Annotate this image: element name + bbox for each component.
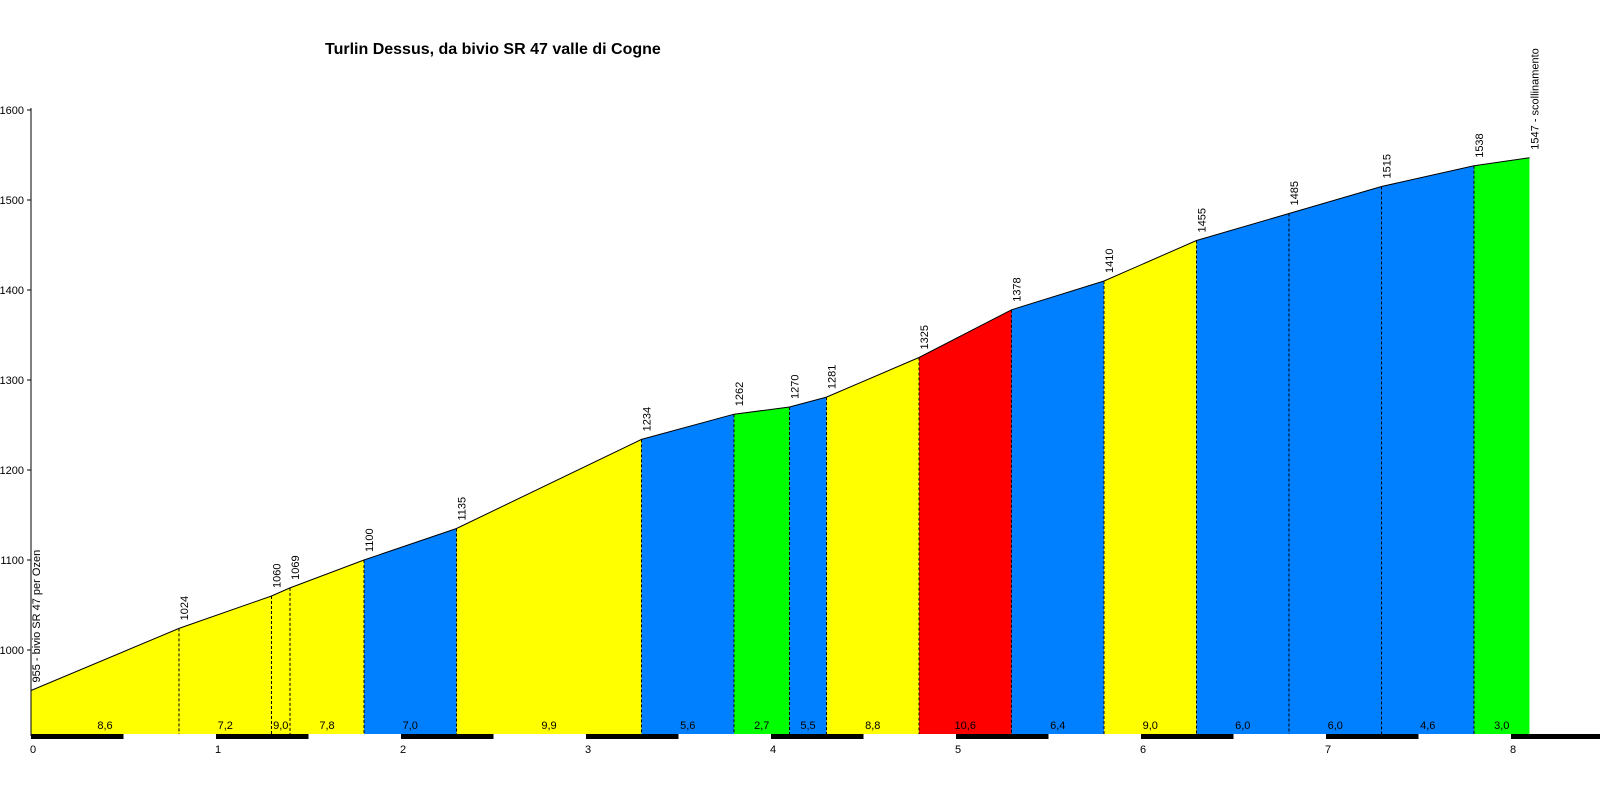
gradient-segment: [31, 628, 179, 736]
elevation-label: 1410: [1104, 249, 1116, 273]
distance-bar-cell: [1048, 734, 1141, 739]
elevation-label: 1485: [1289, 181, 1301, 205]
elevation-profile-line: [30, 157, 1530, 691]
x-tick-label: 3: [585, 744, 591, 756]
gradient-label: 6,0: [1328, 720, 1343, 732]
gradient-segment: [1011, 281, 1104, 736]
y-tick-label: 1300: [0, 375, 24, 387]
elevation-label: 1060: [272, 564, 284, 588]
gradient-label: 10,6: [955, 720, 976, 732]
elevation-label: 1100: [364, 528, 376, 552]
chart-title: Turlin Dessus, da bivio SR 47 valle di C…: [325, 41, 661, 58]
gradient-segment: [364, 528, 457, 736]
x-tick-label: 7: [1325, 744, 1331, 756]
y-axis-ticks: 1000 1100 1200 1300 1400 1500 1600: [0, 105, 31, 657]
gradient-label: 6,0: [1235, 720, 1250, 732]
distance-bar-cell: [123, 734, 216, 739]
gradient-label: 6,4: [1050, 720, 1065, 732]
gradient-segment: [456, 439, 642, 736]
gradient-segments: [31, 157, 1530, 737]
segment-dividers: [178, 165, 1475, 736]
gradient-segment: [789, 397, 827, 736]
elevation-label: 1281: [827, 365, 839, 389]
x-tick-label: 6: [1140, 744, 1146, 756]
y-tick-label: 1400: [0, 285, 24, 297]
distance-scale-bar: [31, 734, 1600, 739]
elevation-label: 1455: [1197, 208, 1209, 232]
y-tick-label: 1600: [0, 105, 24, 117]
x-axis-ticks: 0 1 2 3 4 5 6 7 8: [30, 744, 1516, 756]
distance-bar-cell: [1418, 734, 1511, 739]
elevation-label: 955 - bivio SR 47 per Ozen: [31, 550, 43, 683]
x-tick-label: 1: [215, 744, 221, 756]
distance-bar-cell: [771, 734, 864, 739]
elevation-label: 1135: [457, 497, 469, 521]
gradient-segment: [179, 596, 272, 736]
distance-bar-cell: [1511, 734, 1600, 739]
gradient-label: 4,6: [1420, 720, 1435, 732]
elevation-label: 1270: [790, 375, 802, 399]
distance-bar-cell: [1326, 734, 1419, 739]
gradient-label: 7,8: [319, 720, 334, 732]
gradient-label: 9,0: [1143, 720, 1158, 732]
gradient-segment: [641, 414, 734, 736]
gradient-label: 3,0: [1494, 720, 1509, 732]
distance-bar-cell: [863, 734, 956, 739]
gradient-segment: [826, 357, 919, 736]
elevation-label: 1262: [734, 382, 746, 406]
gradient-segment: [1104, 240, 1197, 736]
gradient-label: 7,0: [403, 720, 418, 732]
distance-bar-cell: [1233, 734, 1326, 739]
elevation-label: 1538: [1474, 133, 1486, 157]
gradient-segment: [919, 309, 1012, 736]
gradient-label: 8,6: [97, 720, 112, 732]
distance-bar-cell: [493, 734, 586, 739]
elevation-label: 1547 - scollinamento: [1530, 48, 1542, 150]
gradient-label: 8,8: [865, 720, 880, 732]
distance-bar-cell: [1141, 734, 1234, 739]
y-tick-label: 1500: [0, 195, 24, 207]
elevation-labels: 955 - bivio SR 47 per Ozen 1024 1060 1069 11…: [31, 48, 1542, 682]
distance-bar-cell: [31, 734, 124, 739]
x-tick-label: 8: [1510, 744, 1516, 756]
distance-bar-cell: [401, 734, 494, 739]
gradient-label: 2,7: [754, 720, 769, 732]
distance-bar-cell: [586, 734, 679, 739]
elevation-label: 1069: [290, 555, 302, 579]
distance-bar-cell: [216, 734, 309, 739]
y-tick-label: 1000: [0, 645, 24, 657]
x-tick-label: 0: [30, 744, 36, 756]
gradient-label: 9,0: [273, 720, 288, 732]
x-tick-label: 5: [955, 744, 961, 756]
gradient-segment: [271, 587, 290, 736]
elevation-label: 1024: [179, 596, 191, 620]
distance-bar-cell: [956, 734, 1049, 739]
gradient-label: 5,6: [680, 720, 695, 732]
gradient-label: 9,9: [541, 720, 556, 732]
y-tick-label: 1100: [0, 555, 24, 567]
gradient-segment: [734, 407, 790, 736]
distance-bar-cell: [308, 734, 401, 739]
gradient-label: 7,2: [218, 720, 233, 732]
x-tick-label: 4: [770, 744, 776, 756]
gradient-segment: [1381, 165, 1474, 737]
gradient-segment: [1196, 213, 1289, 736]
gradient-label: 5,5: [800, 720, 815, 732]
elevation-label: 1234: [642, 407, 654, 431]
gradient-segment: [290, 560, 364, 736]
elevation-label: 1325: [919, 325, 931, 349]
y-tick-label: 1200: [0, 465, 24, 477]
distance-bar-cell: [678, 734, 771, 739]
elevation-label: 1515: [1382, 154, 1394, 178]
gradient-segment: [1289, 186, 1382, 736]
gradient-segment: [1474, 157, 1530, 736]
elevation-label: 1378: [1012, 277, 1024, 301]
gradient-labels: 8,6 7,2 9,0 7,8 7,0 9,9 5,6 2,7 5,5 8,8 10,6 6,4 9,0…: [97, 720, 1509, 732]
x-tick-label: 2: [400, 744, 406, 756]
